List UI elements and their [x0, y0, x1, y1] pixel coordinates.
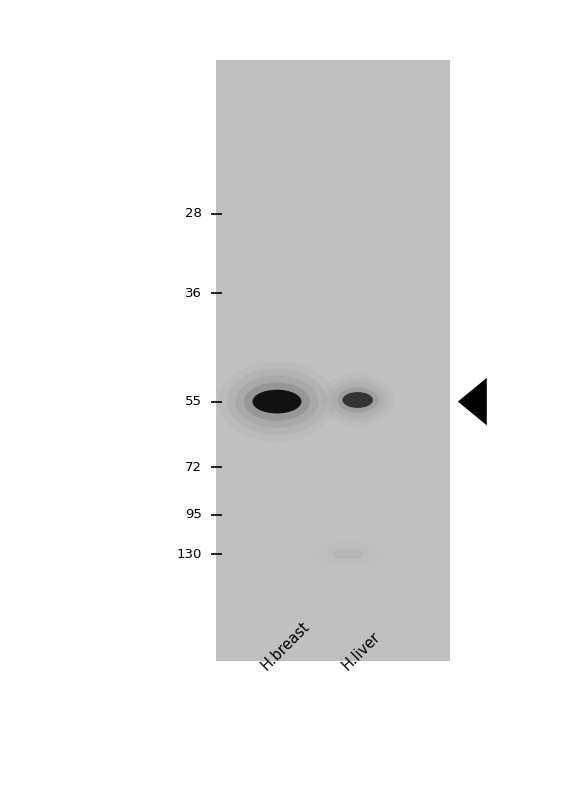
Text: 28: 28	[185, 207, 202, 221]
Text: 36: 36	[185, 286, 202, 300]
Ellipse shape	[342, 392, 373, 408]
Text: H.liver: H.liver	[338, 629, 383, 673]
Ellipse shape	[333, 550, 363, 559]
Text: H.breast: H.breast	[258, 618, 312, 673]
Text: 72: 72	[185, 461, 202, 474]
Polygon shape	[458, 378, 487, 426]
Text: 55: 55	[185, 395, 202, 408]
Ellipse shape	[253, 390, 301, 414]
Text: 130: 130	[176, 548, 202, 561]
Bar	[216, 59, 450, 662]
Ellipse shape	[235, 375, 319, 428]
Ellipse shape	[337, 387, 379, 413]
Text: 95: 95	[185, 508, 202, 522]
Ellipse shape	[244, 382, 310, 421]
